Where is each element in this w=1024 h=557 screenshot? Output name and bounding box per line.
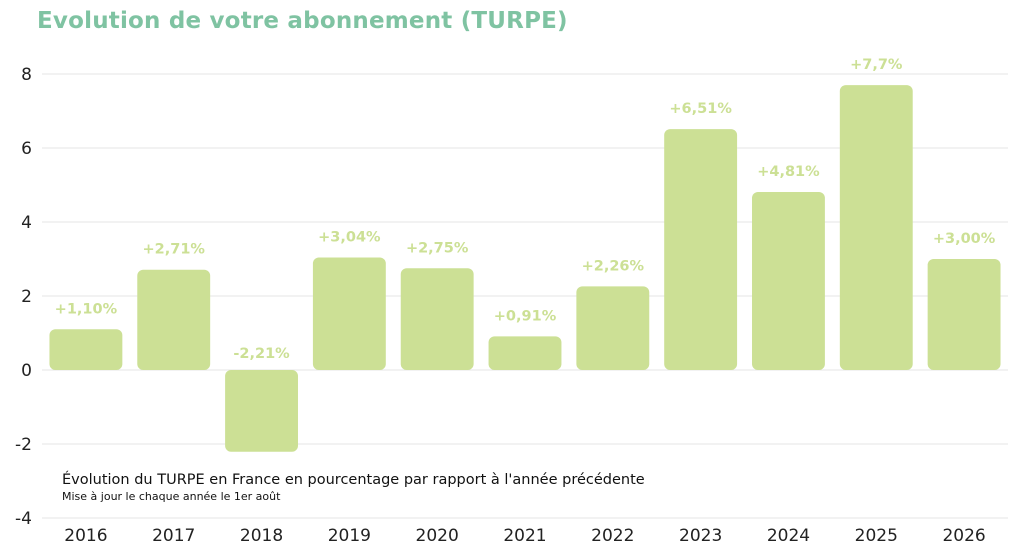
chart-title: Evolution de votre abonnement (TURPE) (37, 8, 568, 34)
data-label-2019: +3,04% (318, 230, 381, 246)
chart-caption: Évolution du TURPE en France en pourcent… (58, 470, 649, 505)
y-tick-label: 4 (21, 213, 32, 233)
bar-2025 (839, 85, 913, 370)
x-tick-label: 2023 (679, 526, 722, 546)
bar-2016 (49, 329, 123, 370)
x-tick-label: 2026 (942, 526, 985, 546)
data-label-2016: +1,10% (55, 301, 118, 317)
bar-2017 (137, 269, 211, 370)
data-label-2025: +7,7% (850, 57, 903, 73)
x-tick-label: 2020 (416, 526, 459, 546)
y-tick-label: 8 (21, 65, 32, 85)
y-tick-label: -4 (15, 509, 32, 529)
bar-2023 (664, 129, 738, 370)
bar-2024 (752, 192, 825, 370)
y-axis: 8 6 4 2 0 -2 -4 (15, 65, 32, 529)
data-label-2023: +6,51% (669, 101, 732, 117)
bars (49, 85, 1001, 452)
y-tick-label: -2 (15, 435, 32, 455)
data-label-2018: -2,21% (233, 346, 290, 362)
x-tick-label: 2021 (503, 526, 546, 546)
caption-subtext: Mise à jour le chaque année le 1er août (62, 490, 281, 503)
x-tick-label: 2024 (767, 526, 810, 546)
data-label-2026: +3,00% (933, 231, 996, 247)
bar-2026 (927, 259, 1001, 370)
data-label-2024: +4,81% (757, 164, 820, 180)
bar-2020 (400, 268, 474, 370)
x-tick-label: 2022 (591, 526, 634, 546)
bar-2022 (576, 286, 650, 370)
data-label-2021: +0,91% (494, 308, 557, 324)
x-tick-label: 2016 (64, 526, 107, 546)
data-label-2022: +2,26% (582, 258, 645, 274)
data-label-2017: +2,71% (142, 242, 205, 258)
caption-text: Évolution du TURPE en France en pourcent… (62, 472, 645, 488)
x-tick-label: 2019 (328, 526, 371, 546)
data-labels: +1,10% +2,71% -2,21% +3,04% +2,75% +0,91% +2,2… (55, 57, 996, 362)
x-axis: 2016 2017 2018 2019 2020 2021 2022 2023 2024 2025… (64, 526, 985, 546)
y-tick-label: 6 (21, 139, 32, 159)
x-tick-label: 2018 (240, 526, 283, 546)
x-tick-label: 2017 (152, 526, 195, 546)
bar-2019 (312, 257, 386, 370)
bar-2018 (225, 370, 298, 452)
data-label-2020: +2,75% (406, 240, 469, 256)
y-tick-label: 2 (21, 287, 32, 307)
bar-2021 (488, 336, 562, 370)
x-tick-label: 2025 (855, 526, 898, 546)
y-tick-label: 0 (21, 361, 32, 381)
